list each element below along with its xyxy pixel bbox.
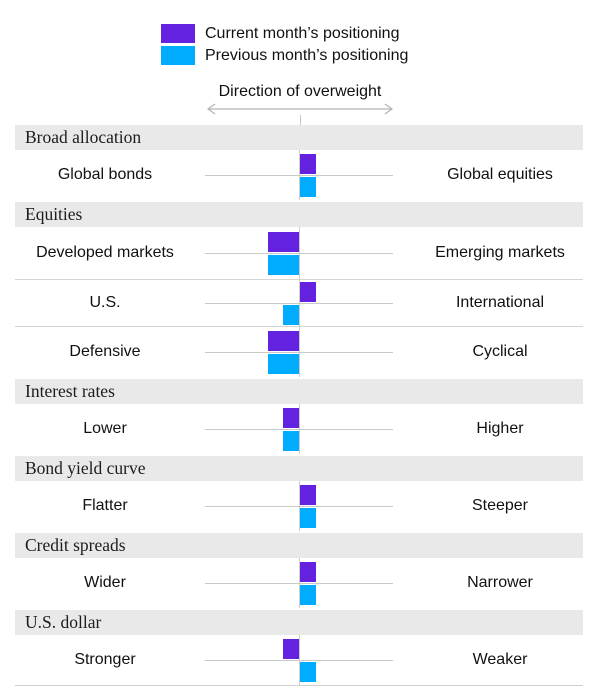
double-arrow-icon — [206, 103, 394, 115]
previous-positioning-bar — [283, 431, 299, 451]
center-axis-line — [299, 150, 300, 200]
section-interest-rates: Interest rates Lower Higher — [15, 379, 583, 454]
section-header: Bond yield curve — [15, 456, 583, 481]
current-positioning-bar — [283, 408, 299, 428]
center-axis-line — [299, 280, 300, 326]
center-axis-line — [299, 227, 300, 279]
row-flatter-vs-steeper: Flatter Steeper — [15, 481, 583, 531]
right-pole-label: International — [455, 294, 545, 311]
row-us-vs-international: U.S. International — [15, 280, 583, 327]
row-developed-vs-emerging-markets: Developed markets Emerging markets — [15, 227, 583, 280]
left-pole-label: Stronger — [74, 651, 136, 668]
section-header: Interest rates — [15, 379, 583, 404]
left-pole-label: Wider — [84, 574, 126, 591]
current-positioning-bar — [268, 331, 299, 351]
current-month-swatch — [161, 24, 195, 43]
center-axis-line — [299, 404, 300, 454]
section-header: Credit spreads — [15, 533, 583, 558]
row-stronger-vs-weaker: Stronger Weaker — [15, 635, 583, 685]
row-global-bonds-vs-global-equities: Global bonds Global equities — [15, 150, 583, 200]
right-pole-label: Weaker — [472, 651, 528, 668]
current-month-label: Current month’s positioning — [205, 25, 400, 42]
left-pole-label: Flatter — [82, 497, 128, 514]
center-tick-wrap — [0, 115, 600, 125]
left-pole-label: Lower — [83, 420, 127, 437]
section-us-dollar: U.S. dollar Stronger Weaker — [15, 610, 583, 685]
section-credit-spreads: Credit spreads Wider Narrower — [15, 533, 583, 608]
current-positioning-bar — [300, 282, 316, 302]
current-positioning-bar — [268, 232, 299, 252]
previous-positioning-bar — [300, 177, 316, 197]
current-positioning-bar — [283, 639, 299, 659]
section-broad-allocation: Broad allocation Global bonds Global equ… — [15, 125, 583, 200]
current-positioning-bar — [300, 485, 316, 505]
previous-month-label: Previous month’s positioning — [205, 47, 409, 64]
center-tick — [299, 115, 301, 125]
right-pole-label: Emerging markets — [435, 244, 565, 261]
legend-row-previous: Previous month’s positioning — [161, 46, 600, 65]
previous-positioning-bar — [283, 305, 299, 325]
left-pole-label: U.S. — [89, 294, 121, 311]
legend: Current month’s positioning Previous mon… — [0, 0, 600, 65]
chart-body: Broad allocation Global bonds Global equ… — [15, 125, 583, 686]
section-equities: Equities Developed markets Emerging mark… — [15, 202, 583, 377]
right-pole-label: Narrower — [467, 574, 533, 591]
previous-positioning-bar — [268, 354, 299, 374]
right-pole-label: Higher — [476, 420, 524, 437]
center-axis-line — [299, 635, 300, 685]
left-pole-label: Defensive — [69, 343, 141, 360]
section-header: Equities — [15, 202, 583, 227]
right-pole-label: Cyclical — [472, 343, 528, 360]
current-positioning-bar — [300, 154, 316, 174]
previous-positioning-bar — [300, 662, 316, 682]
row-defensive-vs-cyclical: Defensive Cyclical — [15, 327, 583, 377]
previous-positioning-bar — [300, 508, 316, 528]
section-bond-yield-curve: Bond yield curve Flatter Steeper — [15, 456, 583, 531]
current-positioning-bar — [300, 562, 316, 582]
center-axis-line — [299, 327, 300, 377]
direction-arrow-wrap — [0, 103, 600, 115]
previous-month-swatch — [161, 46, 195, 65]
center-axis-line — [299, 481, 300, 531]
previous-positioning-bar — [300, 585, 316, 605]
previous-positioning-bar — [268, 255, 299, 275]
row-wider-vs-narrower: Wider Narrower — [15, 558, 583, 608]
left-pole-label: Global bonds — [57, 166, 153, 183]
section-header: U.S. dollar — [15, 610, 583, 635]
direction-of-overweight-label: Direction of overweight — [218, 83, 382, 100]
right-pole-label: Steeper — [471, 497, 529, 514]
center-axis-line — [299, 558, 300, 608]
right-pole-label: Global equities — [447, 166, 553, 183]
left-pole-label: Developed markets — [36, 244, 174, 261]
legend-row-current: Current month’s positioning — [161, 24, 600, 43]
section-header: Broad allocation — [15, 125, 583, 150]
row-lower-vs-higher: Lower Higher — [15, 404, 583, 454]
